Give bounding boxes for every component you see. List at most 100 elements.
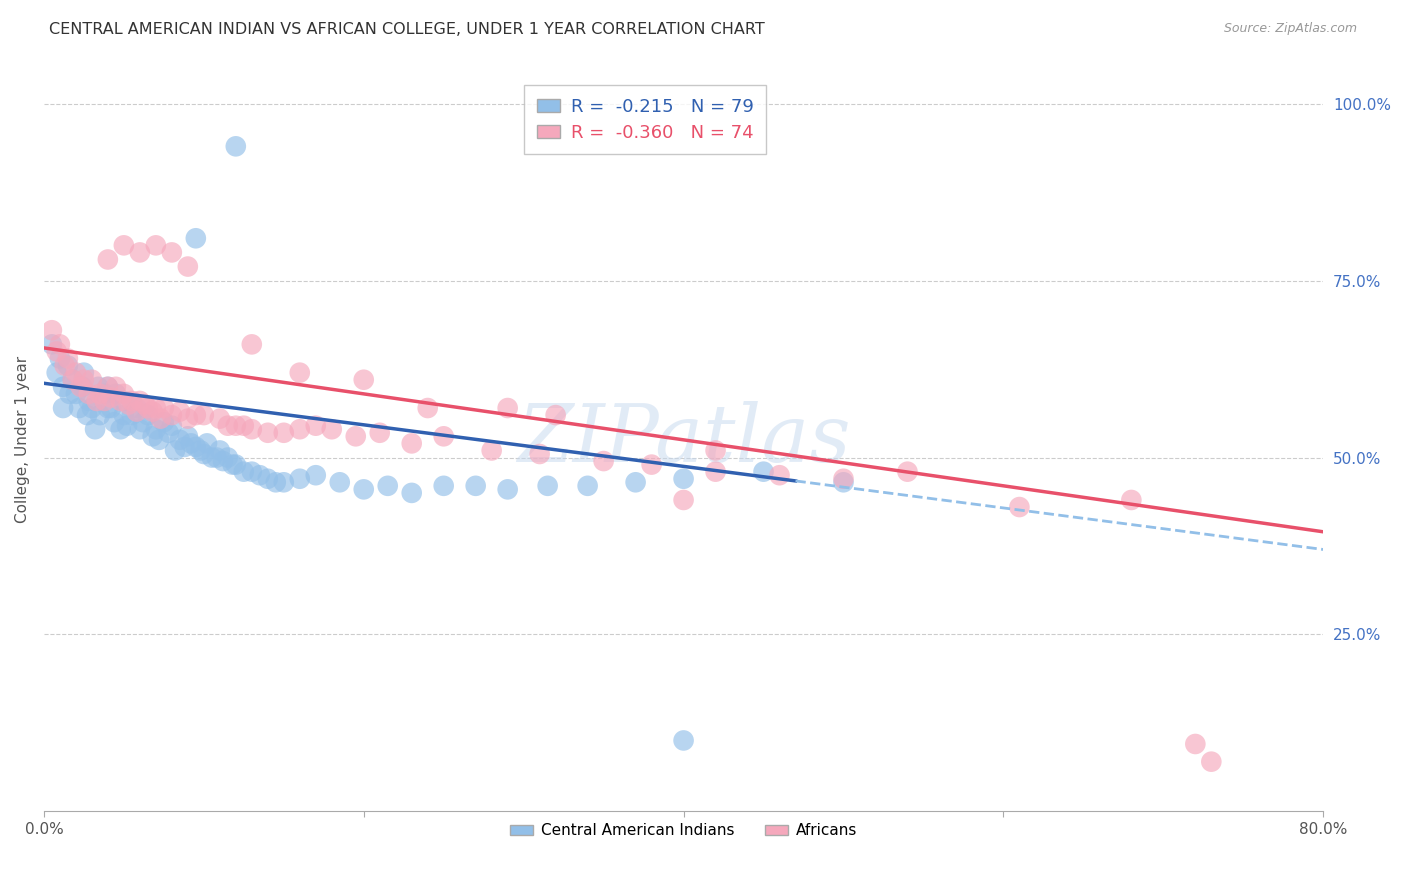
Point: [264, 475, 287, 490]
Point: [544, 408, 567, 422]
Point: [117, 397, 139, 411]
Point: [104, 387, 127, 401]
Point: [110, 422, 132, 436]
Point: [329, 475, 352, 490]
Point: [149, 411, 172, 425]
Point: [121, 393, 143, 408]
Point: [97, 380, 120, 394]
Point: [1008, 500, 1031, 514]
Point: [896, 465, 918, 479]
Point: [481, 443, 503, 458]
Point: [305, 418, 328, 433]
Point: [77, 393, 100, 408]
Point: [145, 422, 167, 436]
Point: [148, 433, 170, 447]
Point: [62, 373, 84, 387]
Point: [377, 479, 399, 493]
Point: [353, 373, 375, 387]
Point: [160, 408, 183, 422]
Point: [205, 450, 228, 465]
Point: [132, 415, 155, 429]
Point: [288, 422, 311, 436]
Point: [368, 425, 391, 440]
Point: [496, 483, 519, 497]
Point: [1184, 737, 1206, 751]
Point: [136, 401, 159, 415]
Point: [56, 351, 79, 366]
Point: [125, 401, 148, 415]
Point: [225, 139, 247, 153]
Point: [273, 475, 295, 490]
Point: [100, 391, 122, 405]
Text: CENTRAL AMERICAN INDIAN VS AFRICAN COLLEGE, UNDER 1 YEAR CORRELATION CHART: CENTRAL AMERICAN INDIAN VS AFRICAN COLLE…: [49, 22, 765, 37]
Legend: Central American Indians, Africans: Central American Indians, Africans: [505, 817, 863, 845]
Point: [134, 397, 156, 411]
Point: [177, 411, 200, 425]
Point: [110, 393, 132, 408]
Point: [288, 366, 311, 380]
Point: [157, 425, 180, 440]
Point: [305, 468, 328, 483]
Point: [672, 472, 695, 486]
Point: [69, 380, 91, 394]
Point: [704, 443, 727, 458]
Point: [41, 323, 63, 337]
Point: [232, 465, 254, 479]
Point: [180, 436, 202, 450]
Point: [45, 366, 67, 380]
Point: [288, 472, 311, 486]
Point: [73, 373, 96, 387]
Point: [344, 429, 367, 443]
Point: [401, 486, 423, 500]
Point: [163, 443, 186, 458]
Point: [212, 454, 235, 468]
Point: [49, 337, 72, 351]
Point: [1201, 755, 1223, 769]
Text: ZIPatlas: ZIPatlas: [517, 401, 851, 479]
Point: [752, 465, 775, 479]
Point: [80, 373, 103, 387]
Point: [353, 483, 375, 497]
Point: [208, 411, 231, 425]
Point: [832, 475, 855, 490]
Point: [190, 443, 212, 458]
Point: [142, 404, 165, 418]
Point: [41, 337, 63, 351]
Point: [97, 401, 120, 415]
Point: [45, 344, 67, 359]
Point: [136, 408, 159, 422]
Point: [145, 238, 167, 252]
Point: [195, 436, 218, 450]
Point: [112, 393, 135, 408]
Point: [177, 429, 200, 443]
Point: [84, 422, 107, 436]
Point: [125, 404, 148, 418]
Point: [592, 454, 614, 468]
Point: [93, 387, 115, 401]
Point: [103, 415, 125, 429]
Point: [768, 468, 790, 483]
Point: [112, 408, 135, 422]
Point: [128, 245, 150, 260]
Point: [145, 401, 167, 415]
Point: [52, 380, 75, 394]
Point: [77, 387, 100, 401]
Point: [433, 479, 456, 493]
Point: [67, 401, 90, 415]
Point: [87, 380, 110, 394]
Point: [193, 408, 215, 422]
Point: [112, 387, 135, 401]
Point: [184, 231, 207, 245]
Point: [128, 422, 150, 436]
Point: [240, 337, 263, 351]
Point: [58, 387, 80, 401]
Point: [273, 425, 295, 440]
Point: [80, 401, 103, 415]
Point: [93, 393, 115, 408]
Point: [62, 373, 84, 387]
Point: [121, 408, 143, 422]
Point: [240, 465, 263, 479]
Point: [173, 440, 195, 454]
Point: [221, 458, 243, 472]
Point: [640, 458, 662, 472]
